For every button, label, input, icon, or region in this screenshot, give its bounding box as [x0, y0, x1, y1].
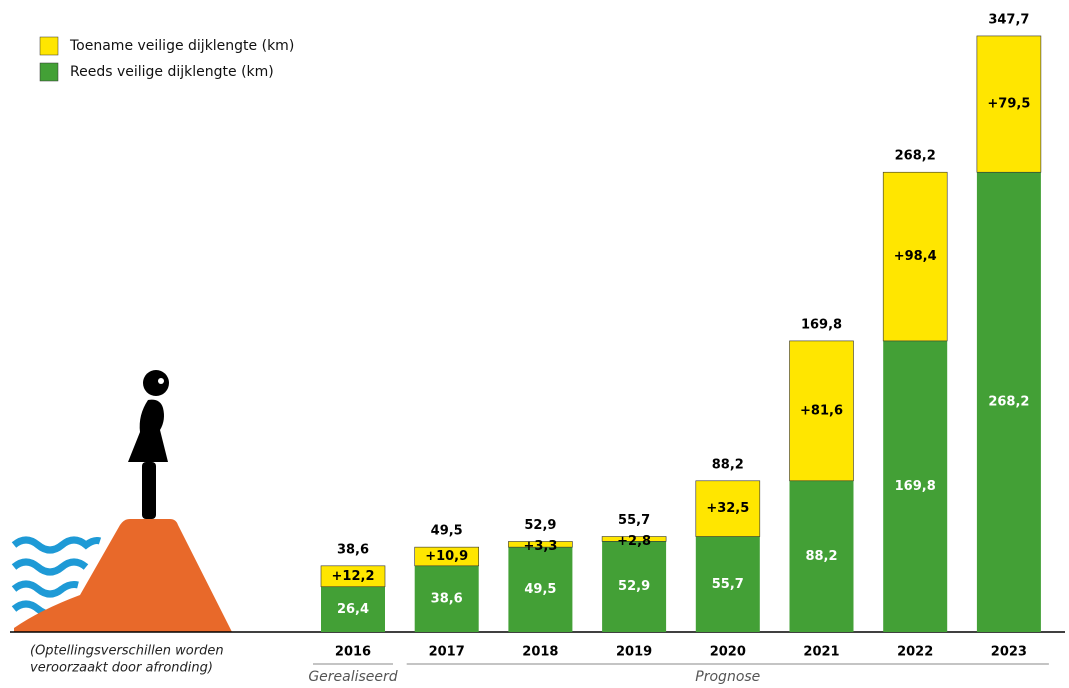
x-tick-label: 2017	[429, 645, 465, 660]
bar-segment	[976, 172, 1041, 632]
person	[128, 370, 169, 519]
x-tick-label: 2021	[803, 645, 839, 660]
value-label: +2,8	[617, 534, 651, 549]
total-label: 52,9	[524, 518, 556, 533]
period-label: Gerealiseerd	[308, 669, 397, 685]
x-tick-label: 2019	[616, 645, 652, 660]
value-label: 49,5	[524, 582, 556, 597]
note: (Optellingsverschillen worden	[30, 644, 224, 659]
legend-swatch	[39, 62, 59, 82]
bar-segment	[508, 541, 573, 548]
total-label: 169,8	[801, 317, 842, 332]
period-label: Prognose	[695, 669, 760, 685]
value-label: 26,4	[337, 602, 369, 617]
bar-segment	[882, 171, 948, 342]
bar-segment	[508, 547, 573, 632]
total-label: 88,2	[712, 457, 744, 472]
value-label: +12,2	[332, 569, 375, 584]
total-label: 38,6	[337, 542, 369, 557]
x-tick-label: 2022	[897, 645, 933, 660]
value-label: 38,6	[431, 591, 463, 606]
bar-segment	[414, 565, 479, 632]
value-label: 88,2	[805, 549, 837, 564]
value-label: +10,9	[425, 549, 468, 564]
value-label: +3,3	[523, 539, 557, 554]
value-label: +79,5	[987, 97, 1030, 112]
bar-segment	[695, 480, 761, 537]
value-label: +81,6	[800, 403, 843, 418]
value-label: 169,8	[895, 479, 936, 494]
illustration	[11, 370, 232, 632]
bar-segment	[976, 35, 1042, 173]
x-tick-label: 2016	[335, 645, 371, 660]
legend-label: Toename veilige dijklengte (km)	[69, 38, 294, 54]
x-tick-label: 2020	[710, 645, 746, 660]
dike	[14, 519, 232, 632]
x-tick-label: 2018	[522, 645, 558, 660]
bar-segment	[602, 541, 667, 632]
bar-segment	[789, 480, 854, 632]
bar-segment	[695, 536, 760, 632]
value-label: +32,5	[706, 501, 749, 516]
total-label: 268,2	[895, 149, 936, 164]
value-label: +98,4	[894, 249, 937, 264]
x-tick-label: 2023	[991, 645, 1027, 660]
value-label: 52,9	[618, 579, 650, 594]
total-label: 55,7	[618, 513, 650, 528]
total-label: 347,7	[988, 12, 1029, 27]
legend-label: Reeds veilige dijklengte (km)	[70, 64, 274, 80]
bar-segment	[321, 586, 385, 632]
value-label: 268,2	[988, 395, 1029, 410]
note: veroorzaakt door afronding)	[30, 661, 213, 676]
bar-segment	[789, 340, 854, 482]
bar-segment	[414, 546, 480, 567]
bar-segment	[883, 340, 948, 632]
bar-segment	[320, 565, 386, 588]
value-label: 55,7	[712, 577, 744, 592]
bar-segment	[601, 536, 667, 542]
legend-swatch	[39, 36, 59, 56]
total-label: 49,5	[431, 524, 463, 539]
